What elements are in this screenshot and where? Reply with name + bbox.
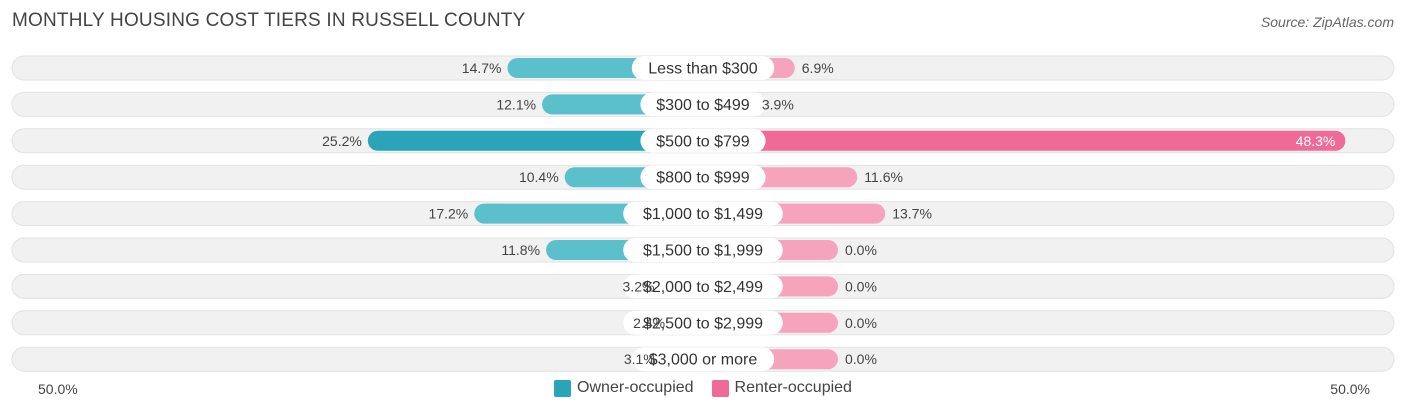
legend-renter-swatch: [711, 379, 729, 397]
owner-value-label: 14.7%: [462, 60, 502, 76]
category-label: $1,000 to $1,499: [643, 206, 763, 223]
category-label: $300 to $499: [656, 97, 750, 114]
renter-value-label: 3.9%: [762, 96, 794, 112]
legend-renter: Renter-occupied: [711, 379, 852, 397]
renter-value-label: 48.3%: [1296, 133, 1336, 149]
legend: Owner-occupied Renter-occupied: [0, 379, 1406, 397]
owner-value-label: 11.8%: [501, 242, 540, 258]
category-label: $2,500 to $2,999: [643, 315, 763, 332]
category-pill: [623, 238, 783, 262]
category-label: $800 to $999: [656, 170, 750, 187]
category-label: $2,000 to $2,499: [643, 279, 763, 296]
category-pill: [623, 310, 783, 335]
legend-owner: Owner-occupied: [554, 379, 694, 397]
renter-value-label: 0.0%: [845, 242, 877, 258]
owner-value-label: 17.2%: [429, 206, 469, 222]
category-pill: [640, 92, 766, 117]
chart-title: MONTHLY HOUSING COST TIERS IN RUSSELL CO…: [12, 10, 526, 31]
owner-value-label: 3.2%: [623, 278, 655, 294]
category-pill: [623, 201, 783, 226]
owner-value-label: 10.4%: [519, 169, 559, 185]
category-pill: [631, 347, 775, 372]
category-pill: [631, 56, 775, 80]
chart-source: Source: ZipAtlas.com: [1260, 14, 1394, 30]
category-label: $1,500 to $1,999: [643, 243, 763, 260]
owner-value-label: 2.4%: [633, 315, 665, 331]
owner-value-label: 12.1%: [496, 96, 536, 112]
category-pill: [640, 165, 766, 190]
renter-value-label: 0.0%: [845, 351, 877, 367]
owner-value-label: 25.2%: [322, 133, 362, 149]
category-pill: [640, 128, 766, 153]
category-label: $500 to $799: [656, 133, 750, 150]
renter-value-label: 6.9%: [802, 60, 834, 76]
legend-owner-label: Owner-occupied: [577, 379, 694, 396]
axis-left-label: 50.0%: [38, 381, 78, 397]
legend-owner-swatch: [554, 379, 572, 397]
renter-value-label: 13.7%: [892, 206, 932, 222]
renter-value-label: 11.6%: [864, 169, 903, 185]
owner-bar: [367, 130, 705, 151]
category-label: Less than $300: [648, 61, 758, 78]
legend-renter-label: Renter-occupied: [734, 379, 852, 396]
owner-value-label: 3.1%: [624, 351, 656, 367]
renter-value-label: 0.0%: [845, 278, 877, 294]
category-pill: [623, 274, 783, 299]
renter-bar: [701, 130, 1346, 151]
category-label: $3,000 or more: [649, 352, 758, 369]
axis-right-label: 50.0%: [1330, 381, 1370, 397]
renter-value-label: 0.0%: [845, 315, 877, 331]
